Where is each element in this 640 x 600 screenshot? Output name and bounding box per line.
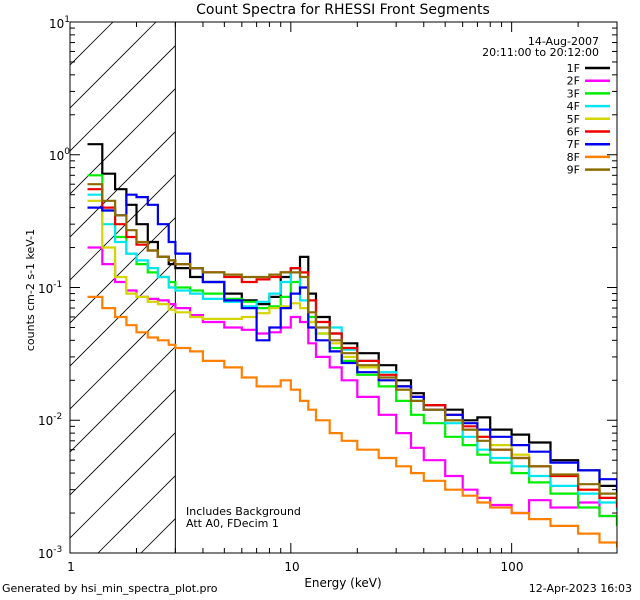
legend-label-4f: 4F <box>567 100 580 113</box>
legend-label-3f: 3F <box>567 87 580 100</box>
series-line-5f <box>87 199 617 508</box>
y-tick-label-1e1: 101 <box>49 15 70 31</box>
series-line-7f <box>87 193 617 490</box>
attenuator-note: Att A0, FDecim 1 <box>186 517 279 530</box>
y-tick-label-1e-3: 10-3 <box>38 545 62 561</box>
x-tick-label-1: 1 <box>67 560 75 574</box>
x-tick-label-10: 10 <box>284 560 299 574</box>
hatch-line <box>70 45 176 152</box>
time-range-annotation: 20:11:00 to 20:12:00 <box>482 46 599 59</box>
series-line-9f <box>87 183 617 503</box>
chart-title: Count Spectra for RHESSI Front Segments <box>196 2 490 18</box>
x-tick-label-100: 100 <box>501 560 524 574</box>
legend-label-1f: 1F <box>567 62 580 75</box>
hatch-line <box>70 389 176 496</box>
hatch-line <box>70 260 176 367</box>
legend-label-6f: 6F <box>567 126 580 139</box>
hatch-line <box>70 432 176 539</box>
y-tick-label-1e0: 100 <box>49 147 70 163</box>
legend-label-5f: 5F <box>567 113 580 126</box>
legend-label-7f: 7F <box>567 138 580 151</box>
series-lines <box>87 143 617 548</box>
hatched-region <box>70 22 176 553</box>
y-axis-label: counts cm-2 s-1 keV-1 <box>24 229 37 351</box>
legend-label-2f: 2F <box>567 75 580 88</box>
y-tick-label-1e-1: 10-1 <box>38 280 62 296</box>
x-axis-label: Energy (keV) <box>304 576 381 590</box>
y-tick-labels: 101 100 10-1 10-2 10-3 <box>38 15 70 561</box>
footer-generated-by: Generated by hsi_min_spectra_plot.pro <box>2 582 218 595</box>
axis-ticks <box>69 21 618 554</box>
series-line-8f <box>87 295 617 548</box>
hatch-line <box>70 217 176 324</box>
hatch-line <box>70 88 176 195</box>
background-note: Includes Background <box>186 505 301 518</box>
legend-label-9f: 9F <box>567 164 580 177</box>
footer-timestamp: 12-Apr-2023 16:03 <box>528 582 632 595</box>
legend-label-8f: 8F <box>567 151 580 164</box>
date-annotation: 14-Aug-2007 <box>528 35 599 48</box>
y-tick-label-1e-2: 10-2 <box>38 412 62 428</box>
